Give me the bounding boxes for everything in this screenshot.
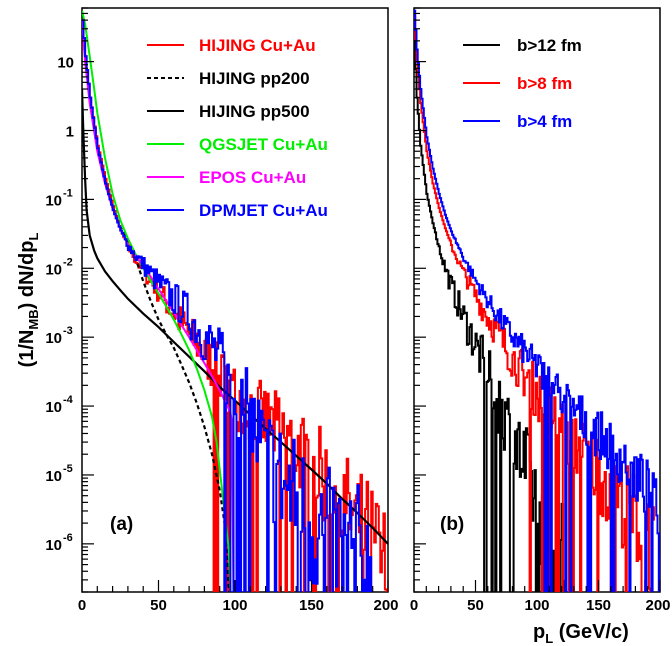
y-tick-label: 10 [45, 330, 62, 347]
legend-label-hijing-cu-au: HIJING Cu+Au [199, 36, 316, 55]
panel-b-label: (b) [440, 514, 464, 535]
panel-b-frame [413, 7, 661, 593]
x-tick-label: 150 [586, 597, 611, 614]
x-tick-label: 200 [645, 597, 670, 614]
x-tick-label: 150 [299, 597, 324, 614]
series-b-4-fm-line [414, 9, 660, 592]
panel-a-legend: HIJING Cu+Au HIJING pp200 HIJING pp500 QGSJ… [147, 36, 328, 220]
x-tick-label: 100 [222, 597, 247, 614]
legend-label-b-8-fm: b>8 fm [517, 74, 572, 93]
y-tick-label: 10 [45, 537, 62, 554]
legend-label-hijing-pp500: HIJING pp500 [199, 102, 310, 121]
series-qgsjet-cu-au-line [82, 10, 232, 592]
y-tick-exponent: -6 [63, 532, 73, 544]
x-tick-label: 0 [410, 597, 418, 614]
y-tick-exponent: -3 [63, 325, 73, 337]
y-axis-title: (1/NMB) dN/dpL [16, 233, 41, 368]
panel-a-ticks [81, 7, 389, 593]
y-tick-exponent: -5 [63, 463, 73, 475]
panel-b-x-tick-labels: 0 50 100 150 200 [410, 597, 671, 614]
legend-label-b-4-fm: b>4 fm [517, 112, 572, 131]
legend-label-hijing-pp200: HIJING pp200 [199, 69, 310, 88]
x-tick-label: 200 [373, 597, 398, 614]
panel-a-x-tick-labels: 0 50 100 150 200 [78, 597, 399, 614]
y-tick-label: 10 [45, 399, 62, 416]
panel-b: 0 50 100 150 200 b>12 fm b>8 fm b>4 fm (b) [410, 7, 671, 614]
x-tick-label: 100 [524, 597, 549, 614]
panel-b-legend: b>12 fm b>8 fm b>4 fm [463, 36, 582, 131]
panel-a-curves [82, 10, 388, 592]
y-tick-exponent: -1 [63, 187, 73, 199]
x-tick-label: 50 [467, 597, 484, 614]
series-hijing-pp200-line [82, 20, 230, 592]
y-tick-exponent: -2 [63, 256, 73, 268]
y-tick-label: 10 [45, 192, 62, 209]
series-b-12-fm-line [414, 39, 567, 592]
legend-label-epos-cu-au: EPOS Cu+Au [199, 168, 306, 187]
series-hijing-pp500-line [82, 88, 388, 545]
x-axis-title: pL (GeV/c) [533, 621, 629, 646]
y-tick-label: 1 [66, 123, 74, 140]
panel-a: 0 50 100 150 200 10110-110-210-310-410-510-6… [45, 7, 399, 614]
panel-b-curves [414, 9, 660, 592]
y-tick-label: 10 [45, 468, 62, 485]
panel-b-ticks [413, 7, 661, 593]
legend-label-dpmjet-cu-au: DPMJET Cu+Au [199, 201, 328, 220]
y-tick-label: 10 [45, 261, 62, 278]
y-tick-exponent: -4 [63, 394, 74, 406]
x-tick-label: 50 [150, 597, 167, 614]
y-tick-label: 10 [57, 55, 74, 72]
panel-a-label: (a) [110, 514, 133, 535]
x-tick-label: 0 [78, 597, 86, 614]
legend-label-b-12-fm: b>12 fm [517, 36, 582, 55]
series-dpmjet-cu-au-line [82, 19, 373, 592]
legend-label-qgsjet-cu-au: QGSJET Cu+Au [199, 135, 328, 154]
